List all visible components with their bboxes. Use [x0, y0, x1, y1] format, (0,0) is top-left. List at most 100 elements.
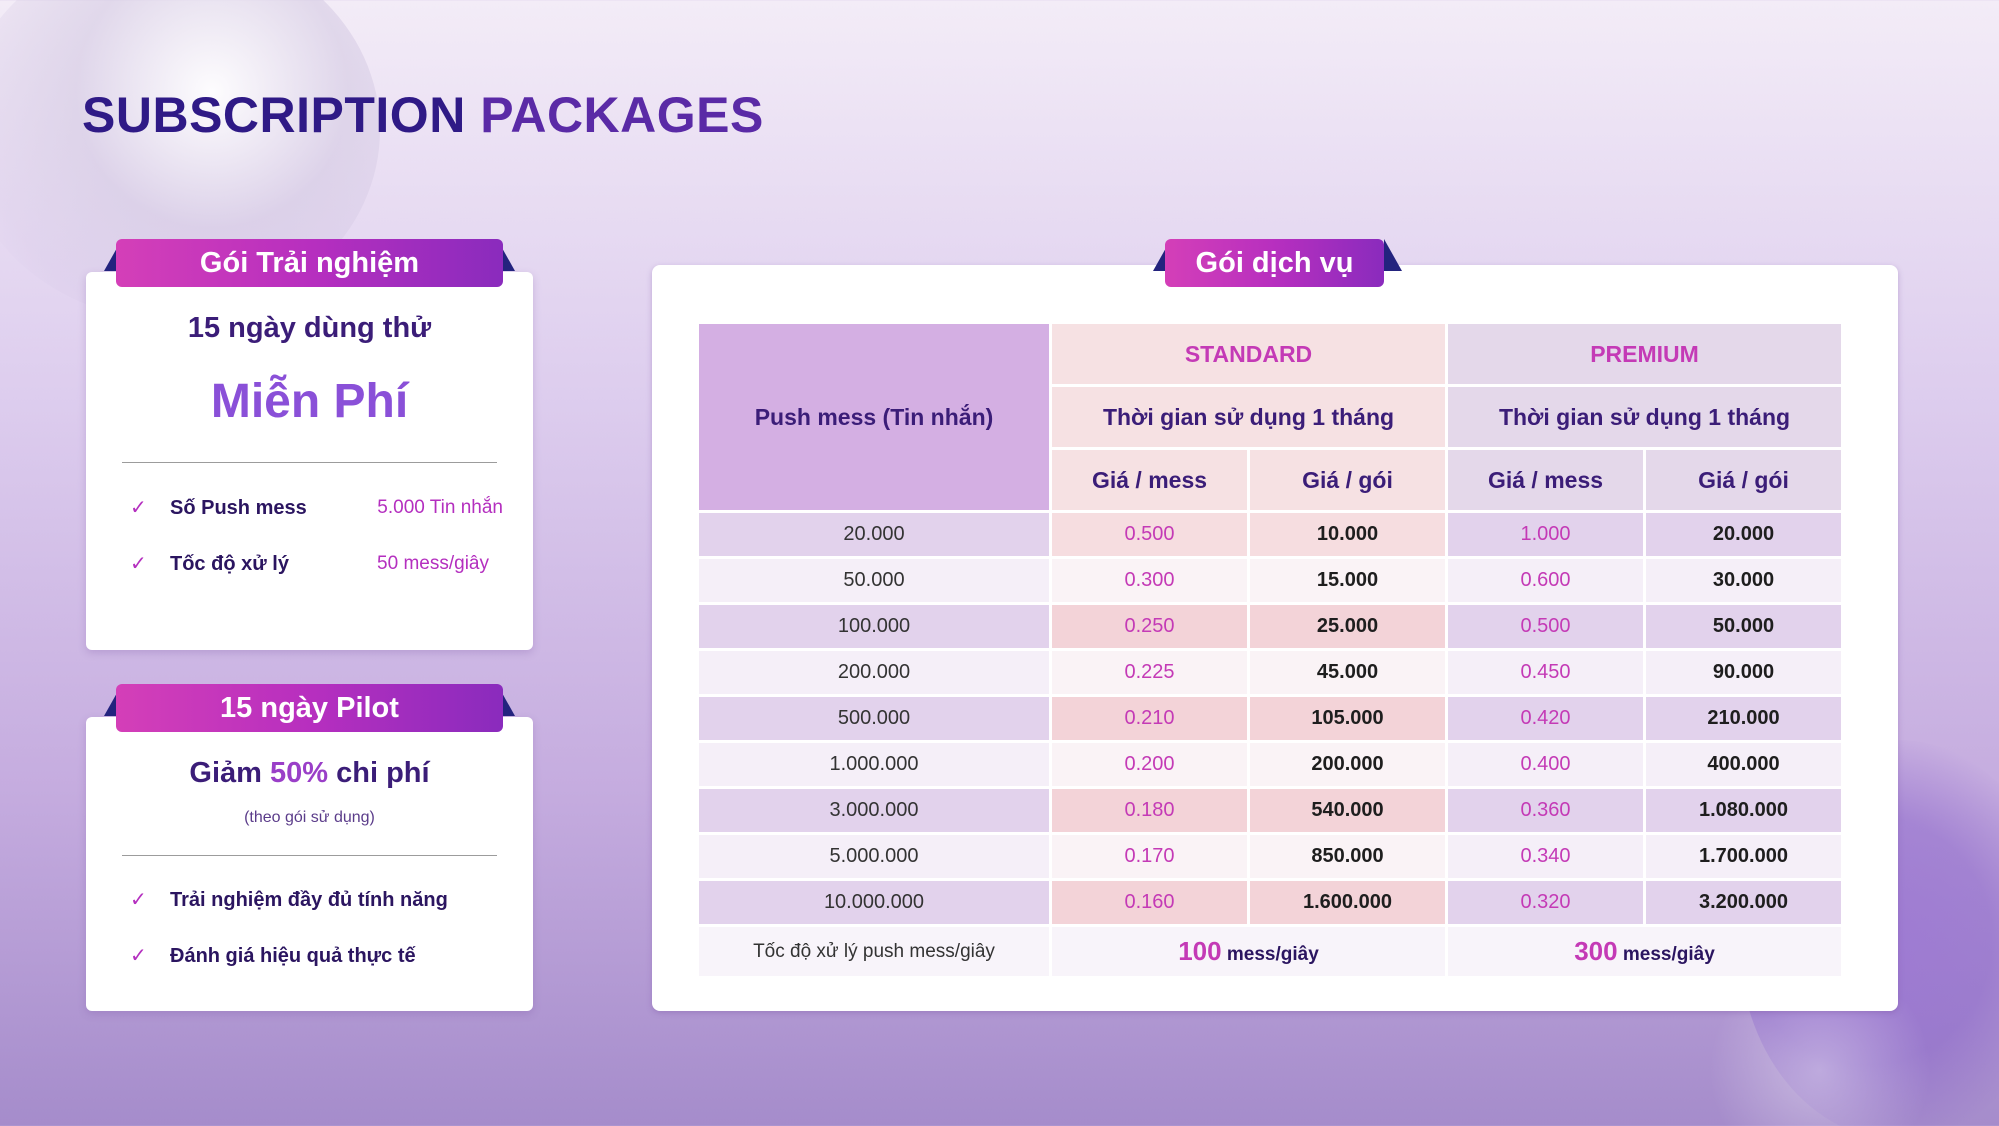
feature-label: Trải nghiệm đầy đủ tính năng — [170, 888, 448, 911]
table-row: 100.000 0.250 25.000 0.500 50.000 — [699, 605, 1841, 648]
table-row: 5.000.000 0.170 850.000 0.340 1.700.000 — [699, 835, 1841, 878]
standard-price-mess-cell: 0.180 — [1052, 789, 1247, 832]
header-push-mess: Push mess (Tin nhắn) — [699, 324, 1049, 510]
standard-price-pack-cell: 45.000 — [1250, 651, 1445, 694]
trial-feature-speed: ✓ Tốc độ xử lý 50 mess/giây — [130, 549, 503, 579]
standard-price-mess-cell: 0.160 — [1052, 881, 1247, 924]
table-row: 500.000 0.210 105.000 0.420 210.000 — [699, 697, 1841, 740]
premium-speed-number: 300 — [1574, 936, 1618, 966]
feature-label: Đánh giá hiệu quả thực tế — [170, 944, 416, 967]
speed-label: Tốc độ xử lý push mess/giây — [699, 927, 1049, 976]
quantity-cell: 5.000.000 — [699, 835, 1049, 878]
standard-price-mess-cell: 0.170 — [1052, 835, 1247, 878]
quantity-cell: 200.000 — [699, 651, 1049, 694]
premium-price-mess-cell: 0.320 — [1448, 881, 1643, 924]
feature-label: Tốc độ xử lý — [170, 552, 289, 575]
premium-price-mess-cell: 0.340 — [1448, 835, 1643, 878]
standard-price-pack-cell: 850.000 — [1250, 835, 1445, 878]
header-premium-duration: Thời gian sử dụng 1 tháng — [1448, 387, 1841, 447]
table-row: 200.000 0.225 45.000 0.450 90.000 — [699, 651, 1841, 694]
standard-price-pack-cell: 25.000 — [1250, 605, 1445, 648]
trial-ribbon: Gói Trải nghiệm — [116, 239, 503, 287]
card-divider — [122, 462, 497, 463]
speed-unit: mess/giây — [1617, 944, 1715, 965]
premium-price-pack-cell: 400.000 — [1646, 743, 1841, 786]
feature-value: 50 mess/giây — [377, 553, 489, 574]
table-row: 50.000 0.300 15.000 0.600 30.000 — [699, 559, 1841, 602]
speed-row: Tốc độ xử lý push mess/giây 100 mess/giâ… — [699, 927, 1841, 976]
standard-price-pack-cell: 15.000 — [1250, 559, 1445, 602]
standard-price-pack-cell: 10.000 — [1250, 513, 1445, 556]
table-row: 10.000.000 0.160 1.600.000 0.320 3.200.000 — [699, 881, 1841, 924]
pilot-package-card: Giảm 50% chi phí (theo gói sử dụng) ✓ Tr… — [86, 717, 533, 1011]
standard-price-mess-cell: 0.210 — [1052, 697, 1247, 740]
quantity-cell: 10.000.000 — [699, 881, 1049, 924]
premium-price-mess-cell: 0.360 — [1448, 789, 1643, 832]
speed-unit: mess/giây — [1221, 944, 1319, 965]
quantity-cell: 1.000.000 — [699, 743, 1049, 786]
page-title-part2: PACKAGES — [480, 87, 764, 143]
premium-price-pack-cell: 210.000 — [1646, 697, 1841, 740]
pilot-feature-full: ✓ Trải nghiệm đầy đủ tính năng — [130, 885, 503, 915]
standard-price-pack-cell: 540.000 — [1250, 789, 1445, 832]
pilot-subtitle-pre: Giảm — [189, 757, 271, 789]
standard-price-mess-cell: 0.300 — [1052, 559, 1247, 602]
pilot-feature-eval: ✓ Đánh giá hiệu quả thực tế — [130, 941, 503, 971]
standard-price-mess-cell: 0.250 — [1052, 605, 1247, 648]
premium-price-pack-cell: 50.000 — [1646, 605, 1841, 648]
premium-price-mess-cell: 0.500 — [1448, 605, 1643, 648]
pricing-table: Push mess (Tin nhắn) STANDARD PREMIUM Th… — [696, 321, 1844, 979]
premium-price-pack-cell: 1.080.000 — [1646, 789, 1841, 832]
table-row: 3.000.000 0.180 540.000 0.360 1.080.000 — [699, 789, 1841, 832]
pilot-subtitle: Giảm 50% chi phí — [86, 757, 533, 790]
service-ribbon: Gói dịch vụ — [1165, 239, 1384, 287]
header-standard: STANDARD — [1052, 324, 1445, 384]
standard-price-pack-cell: 1.600.000 — [1250, 881, 1445, 924]
standard-price-mess-cell: 0.200 — [1052, 743, 1247, 786]
trial-price-label: Miễn Phí — [210, 375, 409, 428]
service-package-card: Push mess (Tin nhắn) STANDARD PREMIUM Th… — [652, 265, 1898, 1011]
quantity-cell: 100.000 — [699, 605, 1049, 648]
premium-price-mess-cell: 1.000 — [1448, 513, 1643, 556]
card-divider — [122, 855, 497, 856]
page-title: SUBSCRIPTION PACKAGES — [82, 86, 764, 144]
feature-label: Số Push mess — [170, 496, 307, 519]
header-standard-duration: Thời gian sử dụng 1 tháng — [1052, 387, 1445, 447]
quantity-cell: 50.000 — [699, 559, 1049, 602]
standard-price-pack-cell: 200.000 — [1250, 743, 1445, 786]
standard-speed-number: 100 — [1178, 936, 1222, 966]
standard-price-mess-cell: 0.500 — [1052, 513, 1247, 556]
header-premium-price-mess: Giá / mess — [1448, 450, 1643, 510]
standard-price-pack-cell: 105.000 — [1250, 697, 1445, 740]
premium-price-mess-cell: 0.450 — [1448, 651, 1643, 694]
check-icon: ✓ — [130, 553, 147, 575]
pilot-ribbon: 15 ngày Pilot — [116, 684, 503, 732]
standard-speed: 100 mess/giây — [1052, 927, 1445, 976]
trial-feature-push: ✓ Số Push mess 5.000 Tin nhắn — [130, 493, 503, 523]
check-icon: ✓ — [130, 945, 147, 967]
quantity-cell: 3.000.000 — [699, 789, 1049, 832]
feature-value: 5.000 Tin nhắn — [377, 497, 503, 518]
trial-package-card: 15 ngày dùng thử Miễn Phí ✓ Số Push mess… — [86, 272, 533, 650]
trial-subtitle: 15 ngày dùng thử — [187, 312, 432, 344]
premium-price-pack-cell: 20.000 — [1646, 513, 1841, 556]
premium-price-mess-cell: 0.420 — [1448, 697, 1643, 740]
pilot-subtitle-post: chi phí — [328, 757, 430, 789]
pilot-note: (theo gói sử dụng) — [244, 809, 375, 826]
premium-price-mess-cell: 0.600 — [1448, 559, 1643, 602]
header-premium-price-pack: Giá / gói — [1646, 450, 1841, 510]
check-icon: ✓ — [130, 889, 147, 911]
header-premium: PREMIUM — [1448, 324, 1841, 384]
pilot-discount-percent: 50% — [270, 757, 329, 789]
premium-speed: 300 mess/giây — [1448, 927, 1841, 976]
quantity-cell: 20.000 — [699, 513, 1049, 556]
check-icon: ✓ — [130, 497, 147, 519]
quantity-cell: 500.000 — [699, 697, 1049, 740]
page-title-part1: SUBSCRIPTION — [82, 87, 481, 143]
premium-price-pack-cell: 90.000 — [1646, 651, 1841, 694]
premium-price-mess-cell: 0.400 — [1448, 743, 1643, 786]
premium-price-pack-cell: 30.000 — [1646, 559, 1841, 602]
header-standard-price-mess: Giá / mess — [1052, 450, 1247, 510]
header-standard-price-pack: Giá / gói — [1250, 450, 1445, 510]
premium-price-pack-cell: 3.200.000 — [1646, 881, 1841, 924]
